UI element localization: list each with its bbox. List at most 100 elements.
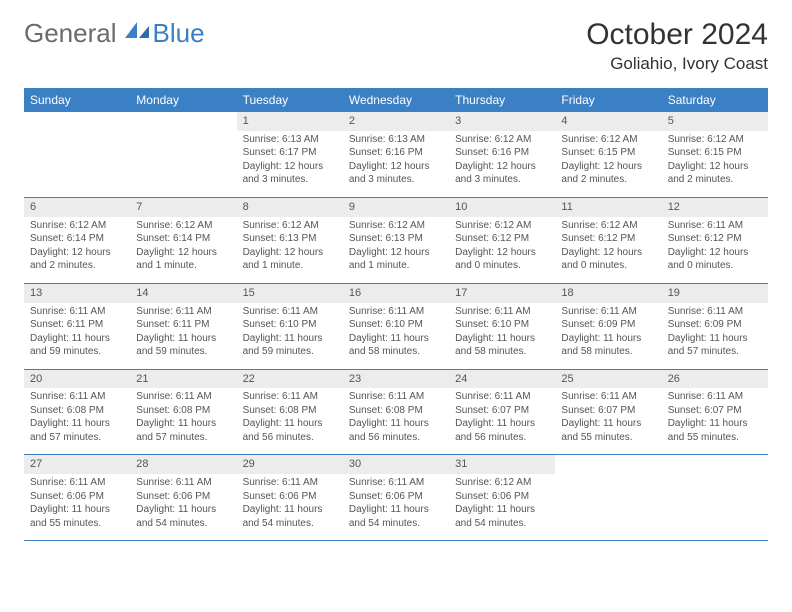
- daylight-text: Daylight: 11 hours and 58 minutes.: [455, 332, 549, 359]
- day-number-cell: 15: [237, 283, 343, 302]
- sunset-text: Sunset: 6:10 PM: [455, 318, 549, 332]
- day-number-cell: 12: [662, 197, 768, 216]
- daylight-text: Daylight: 12 hours and 3 minutes.: [243, 160, 337, 187]
- day-detail-cell: Sunrise: 6:13 AMSunset: 6:16 PMDaylight:…: [343, 131, 449, 198]
- day-number-cell: 25: [555, 369, 661, 388]
- day-detail-cell: [130, 131, 236, 198]
- day-detail-cell: Sunrise: 6:12 AMSunset: 6:14 PMDaylight:…: [24, 217, 130, 284]
- daylight-text: Daylight: 12 hours and 0 minutes.: [455, 246, 549, 273]
- daylight-text: Daylight: 11 hours and 56 minutes.: [455, 417, 549, 444]
- sunset-text: Sunset: 6:08 PM: [349, 404, 443, 418]
- sunset-text: Sunset: 6:07 PM: [561, 404, 655, 418]
- day-number-cell: 29: [237, 455, 343, 474]
- sunrise-text: Sunrise: 6:12 AM: [349, 219, 443, 233]
- daylight-text: Daylight: 12 hours and 1 minute.: [136, 246, 230, 273]
- day-number-cell: 13: [24, 283, 130, 302]
- sunrise-text: Sunrise: 6:12 AM: [243, 219, 337, 233]
- daylight-text: Daylight: 11 hours and 57 minutes.: [668, 332, 762, 359]
- daylight-text: Daylight: 12 hours and 3 minutes.: [349, 160, 443, 187]
- weekday-header: Friday: [555, 88, 661, 112]
- day-number-cell: 31: [449, 455, 555, 474]
- day-detail-cell: Sunrise: 6:11 AMSunset: 6:11 PMDaylight:…: [130, 303, 236, 370]
- day-detail-cell: Sunrise: 6:12 AMSunset: 6:16 PMDaylight:…: [449, 131, 555, 198]
- daylight-text: Daylight: 11 hours and 55 minutes.: [668, 417, 762, 444]
- sunset-text: Sunset: 6:14 PM: [30, 232, 124, 246]
- day-number-cell: 7: [130, 197, 236, 216]
- daylight-text: Daylight: 11 hours and 58 minutes.: [349, 332, 443, 359]
- sunset-text: Sunset: 6:11 PM: [30, 318, 124, 332]
- daylight-text: Daylight: 11 hours and 58 minutes.: [561, 332, 655, 359]
- day-detail-row: Sunrise: 6:13 AMSunset: 6:17 PMDaylight:…: [24, 131, 768, 198]
- daylight-text: Daylight: 11 hours and 57 minutes.: [136, 417, 230, 444]
- daylight-text: Daylight: 11 hours and 55 minutes.: [30, 503, 124, 530]
- day-number-cell: 28: [130, 455, 236, 474]
- sunset-text: Sunset: 6:08 PM: [136, 404, 230, 418]
- day-detail-cell: Sunrise: 6:11 AMSunset: 6:10 PMDaylight:…: [237, 303, 343, 370]
- day-detail-cell: Sunrise: 6:11 AMSunset: 6:06 PMDaylight:…: [237, 474, 343, 541]
- sunrise-text: Sunrise: 6:13 AM: [349, 133, 443, 147]
- day-number-row: 13141516171819: [24, 283, 768, 302]
- sunrise-text: Sunrise: 6:11 AM: [455, 305, 549, 319]
- day-number-cell: 20: [24, 369, 130, 388]
- sunrise-text: Sunrise: 6:11 AM: [561, 305, 655, 319]
- day-number-cell: 4: [555, 112, 661, 131]
- day-number-cell: 16: [343, 283, 449, 302]
- day-detail-row: Sunrise: 6:11 AMSunset: 6:11 PMDaylight:…: [24, 303, 768, 370]
- sunset-text: Sunset: 6:06 PM: [243, 490, 337, 504]
- daylight-text: Daylight: 11 hours and 59 minutes.: [136, 332, 230, 359]
- sunrise-text: Sunrise: 6:12 AM: [455, 476, 549, 490]
- sunrise-text: Sunrise: 6:11 AM: [30, 390, 124, 404]
- sunset-text: Sunset: 6:14 PM: [136, 232, 230, 246]
- sunrise-text: Sunrise: 6:11 AM: [349, 390, 443, 404]
- sunset-text: Sunset: 6:06 PM: [349, 490, 443, 504]
- daylight-text: Daylight: 11 hours and 57 minutes.: [30, 417, 124, 444]
- sunrise-text: Sunrise: 6:12 AM: [561, 219, 655, 233]
- sunset-text: Sunset: 6:11 PM: [136, 318, 230, 332]
- day-number-cell: [24, 112, 130, 131]
- header: General Blue October 2024 Goliahio, Ivor…: [24, 18, 768, 74]
- sunrise-text: Sunrise: 6:11 AM: [455, 390, 549, 404]
- day-number-row: 20212223242526: [24, 369, 768, 388]
- month-title: October 2024: [586, 18, 768, 52]
- sunset-text: Sunset: 6:07 PM: [668, 404, 762, 418]
- sunset-text: Sunset: 6:09 PM: [668, 318, 762, 332]
- day-number-cell: 6: [24, 197, 130, 216]
- sunset-text: Sunset: 6:10 PM: [243, 318, 337, 332]
- sunset-text: Sunset: 6:10 PM: [349, 318, 443, 332]
- day-detail-cell: Sunrise: 6:11 AMSunset: 6:07 PMDaylight:…: [555, 388, 661, 455]
- day-detail-cell: Sunrise: 6:11 AMSunset: 6:07 PMDaylight:…: [662, 388, 768, 455]
- daylight-text: Daylight: 11 hours and 56 minutes.: [243, 417, 337, 444]
- day-detail-row: Sunrise: 6:12 AMSunset: 6:14 PMDaylight:…: [24, 217, 768, 284]
- sunset-text: Sunset: 6:12 PM: [561, 232, 655, 246]
- day-detail-cell: Sunrise: 6:12 AMSunset: 6:12 PMDaylight:…: [449, 217, 555, 284]
- day-detail-cell: [555, 474, 661, 541]
- day-detail-cell: Sunrise: 6:13 AMSunset: 6:17 PMDaylight:…: [237, 131, 343, 198]
- day-detail-cell: Sunrise: 6:11 AMSunset: 6:10 PMDaylight:…: [449, 303, 555, 370]
- sunrise-text: Sunrise: 6:11 AM: [668, 219, 762, 233]
- day-number-cell: 23: [343, 369, 449, 388]
- sunset-text: Sunset: 6:06 PM: [136, 490, 230, 504]
- sunrise-text: Sunrise: 6:11 AM: [561, 390, 655, 404]
- sunrise-text: Sunrise: 6:11 AM: [243, 390, 337, 404]
- sunrise-text: Sunrise: 6:11 AM: [30, 476, 124, 490]
- sunset-text: Sunset: 6:13 PM: [349, 232, 443, 246]
- daylight-text: Daylight: 11 hours and 54 minutes.: [243, 503, 337, 530]
- day-number-cell: [130, 112, 236, 131]
- daylight-text: Daylight: 12 hours and 0 minutes.: [668, 246, 762, 273]
- weekday-header: Tuesday: [237, 88, 343, 112]
- sunset-text: Sunset: 6:17 PM: [243, 146, 337, 160]
- day-number-cell: [555, 455, 661, 474]
- day-detail-cell: Sunrise: 6:12 AMSunset: 6:15 PMDaylight:…: [662, 131, 768, 198]
- day-detail-cell: Sunrise: 6:12 AMSunset: 6:06 PMDaylight:…: [449, 474, 555, 541]
- sunrise-text: Sunrise: 6:12 AM: [30, 219, 124, 233]
- sunrise-text: Sunrise: 6:11 AM: [30, 305, 124, 319]
- sunset-text: Sunset: 6:06 PM: [30, 490, 124, 504]
- day-detail-cell: Sunrise: 6:12 AMSunset: 6:12 PMDaylight:…: [555, 217, 661, 284]
- logo-sail-icon: [123, 20, 151, 47]
- sunrise-text: Sunrise: 6:11 AM: [349, 305, 443, 319]
- sunrise-text: Sunrise: 6:11 AM: [243, 305, 337, 319]
- sunset-text: Sunset: 6:12 PM: [455, 232, 549, 246]
- sunset-text: Sunset: 6:13 PM: [243, 232, 337, 246]
- day-detail-cell: Sunrise: 6:12 AMSunset: 6:13 PMDaylight:…: [343, 217, 449, 284]
- sunset-text: Sunset: 6:16 PM: [455, 146, 549, 160]
